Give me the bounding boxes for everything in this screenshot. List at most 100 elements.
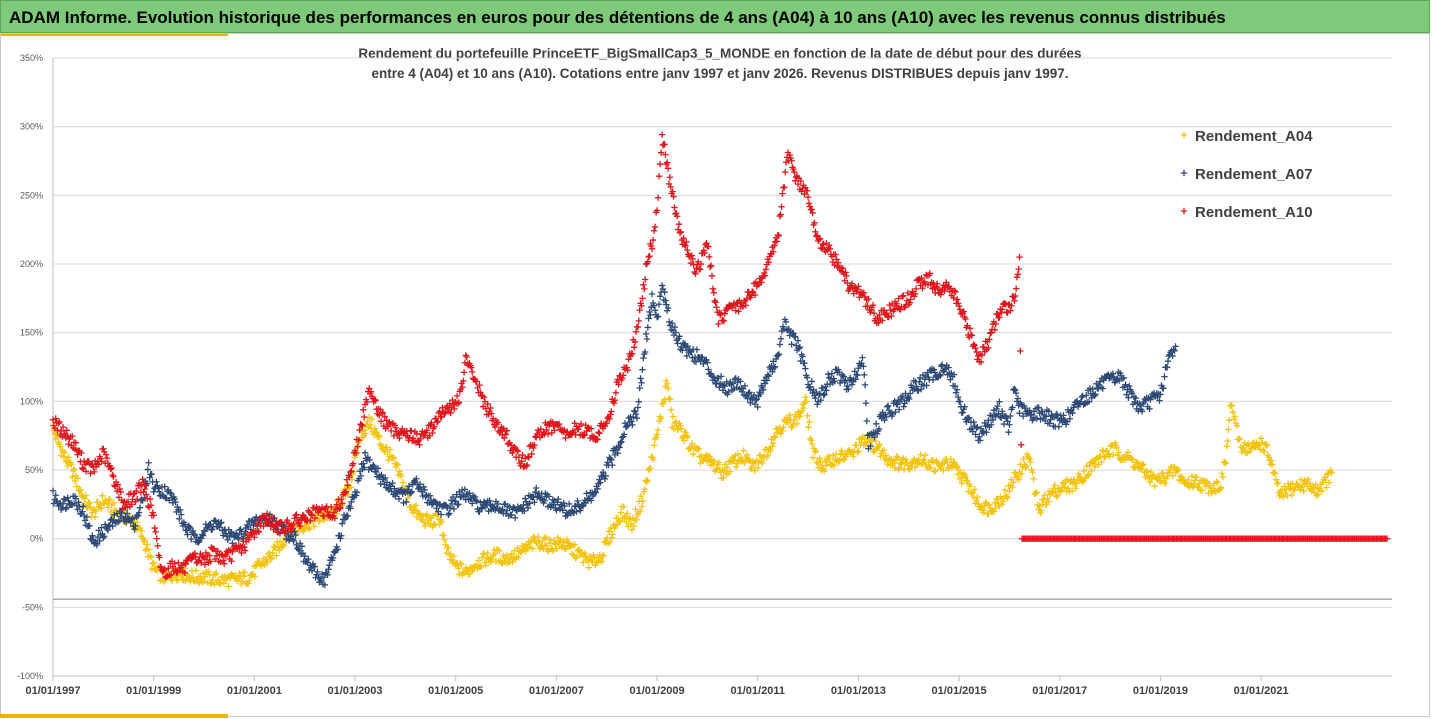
data-point [776,341,784,348]
data-point [1226,417,1233,424]
data-point [1014,271,1022,278]
data-point [820,467,828,475]
data-point [205,568,212,575]
data-point [890,460,898,467]
data-point [635,398,642,405]
data-point [1139,461,1146,469]
data-point [268,554,276,562]
data-point [1085,471,1092,478]
data-point [694,445,701,452]
data-point [663,377,670,385]
y-tick-label: 50% [25,465,43,475]
data-point [374,465,382,472]
data-point [57,443,64,450]
data-point [630,522,637,530]
data-point [731,456,738,464]
data-point [1217,484,1225,491]
data-point [745,456,753,464]
data-point [81,517,89,524]
data-point [1267,457,1275,464]
data-point [800,404,807,412]
data-point [1213,478,1220,485]
data-point [1091,463,1099,470]
data-point [650,456,657,463]
data-point [733,463,740,471]
data-point [542,534,550,541]
y-tick-label: 300% [20,122,43,132]
data-point [430,520,438,528]
data-point [1040,496,1048,503]
data-point [460,369,468,376]
data-point [596,430,603,437]
data-point [959,409,966,416]
data-point [561,545,569,553]
data-point [201,573,209,580]
data-point [151,524,158,532]
data-point [1013,473,1021,480]
data-point [617,509,625,516]
data-point [630,344,638,351]
data-point [1162,479,1169,487]
data-point [779,427,786,435]
data-point [796,413,804,420]
data-point [360,413,368,421]
data-point [1061,483,1068,491]
data-point [648,290,656,298]
data-point [1328,469,1335,476]
data-point [656,160,664,168]
data-point [295,545,302,553]
data-point [669,413,677,420]
data-point [160,578,167,586]
data-point [651,223,659,231]
data-point [811,448,819,456]
data-point [931,468,938,475]
data-point [399,479,407,486]
data-point [306,525,313,533]
data-point [759,459,766,467]
data-point [503,551,511,559]
data-point [880,446,888,454]
data-point [940,467,947,474]
data-point [608,534,615,541]
chart-title: Rendement du portefeuille PrinceETF_BigS… [260,44,1180,84]
data-point [212,571,219,578]
data-point [291,528,298,535]
y-tick-label: 0% [30,534,43,544]
data-point [132,522,139,529]
data-point [919,460,926,467]
data-point [397,487,404,494]
data-point [189,574,197,581]
x-tick-label: 01/01/2019 [1133,685,1188,697]
data-point [960,470,967,477]
data-point [1274,479,1282,486]
y-tick-label: 200% [20,259,43,269]
data-point [980,507,988,514]
data-point [1159,469,1166,477]
data-point [1228,402,1236,409]
data-point [1023,462,1030,470]
data-point [292,531,299,539]
data-point [644,324,652,331]
data-point [958,480,966,487]
chart-title-line1: Rendement du portefeuille PrinceETF_BigS… [358,46,1082,61]
data-point [633,414,641,422]
data-point [1280,493,1287,500]
data-point [1191,477,1198,484]
data-point [1003,493,1010,500]
data-point [794,408,802,416]
data-point [1045,498,1052,505]
data-point [1079,392,1086,400]
data-point [138,527,145,535]
data-point [152,528,159,536]
data-point [711,457,718,464]
data-point [201,527,209,535]
data-point [496,547,503,554]
data-point [646,252,653,260]
y-tick-label: 150% [20,328,43,338]
data-point [620,503,627,511]
data-point [184,531,191,538]
data-point [1300,487,1307,495]
data-point [1110,451,1117,458]
data-point [1188,472,1196,480]
